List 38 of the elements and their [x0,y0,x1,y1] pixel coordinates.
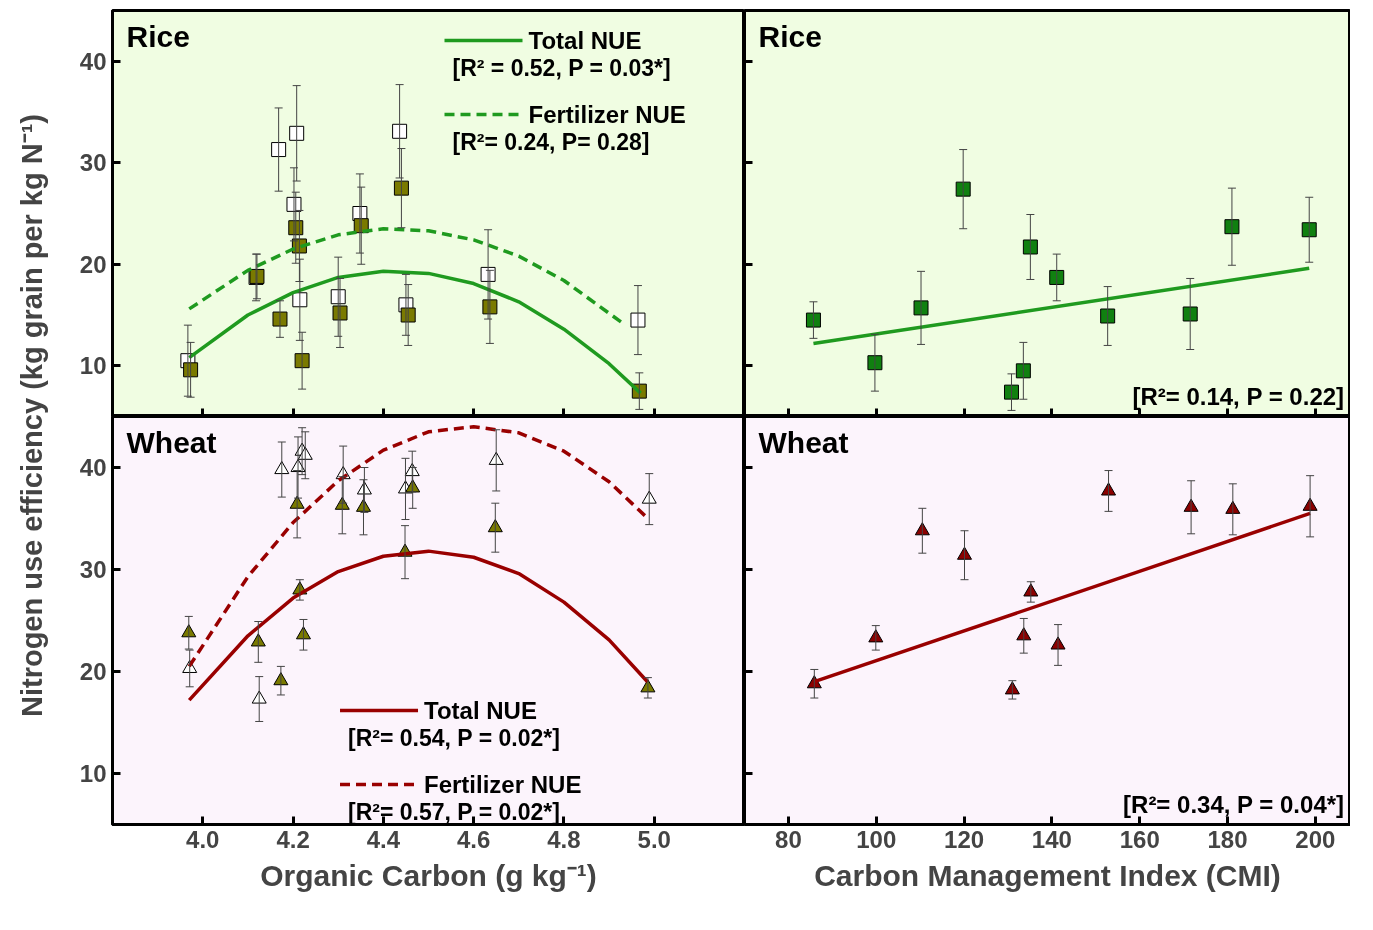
x-tick-label: 4.8 [547,825,581,853]
y-tick-label: 10 [79,352,107,380]
x-tick-label: 140 [1031,825,1072,853]
x-tick-label: 200 [1295,825,1336,853]
annotation: [R²= 0.34, P = 0.04*] [1123,791,1345,818]
x-tick-label: 5.0 [637,825,671,853]
x-tick-label: 4.0 [186,825,220,853]
legend-label: Total NUE [528,27,642,54]
y-tick-label: 40 [79,47,107,75]
y-tick-label: 30 [79,149,107,177]
x-tick-label: 4.2 [276,825,310,853]
chart-title: Wheat [758,426,849,459]
y-tick-label: 10 [79,760,107,787]
y-axis-title: Nitrogen use efficiency (kg grain per kg N⁻¹) [15,114,48,717]
chart-title: Rice [758,20,822,53]
x-tick-label: 100 [856,825,897,853]
y-tick-label: 20 [79,658,107,685]
legend-label: Fertilizer NUE [424,771,582,798]
x-axis-title: Organic Carbon (g kg⁻¹) [260,858,597,892]
x-tick-label: 4.4 [366,825,401,853]
x-tick-label: 120 [944,825,985,853]
x-tick-label: 160 [1119,825,1160,853]
annotation: [R²= 0.24, P= 0.28] [452,128,650,155]
legend-label: Fertilizer NUE [528,101,686,128]
y-tick-label: 20 [79,250,107,278]
annotation: [R²= 0.54, P = 0.02*] [348,724,560,751]
y-tick-label: 30 [79,556,107,583]
chart-title: Rice [126,20,190,53]
x-tick-label: 4.6 [456,825,491,853]
annotation: [R²= 0.57, P = 0.02*] [348,798,560,825]
annotation: [R²= 0.14, P = 0.22] [1132,383,1345,410]
x-axis-title: Carbon Management Index (CMI) [814,858,1281,892]
annotation: [R² = 0.52, P = 0.03*] [452,54,671,81]
chart-title: Wheat [126,426,217,459]
x-tick-label: 80 [775,825,802,853]
y-tick-label: 40 [79,454,107,481]
legend-label: Total NUE [424,697,537,724]
x-tick-label: 180 [1207,825,1248,853]
